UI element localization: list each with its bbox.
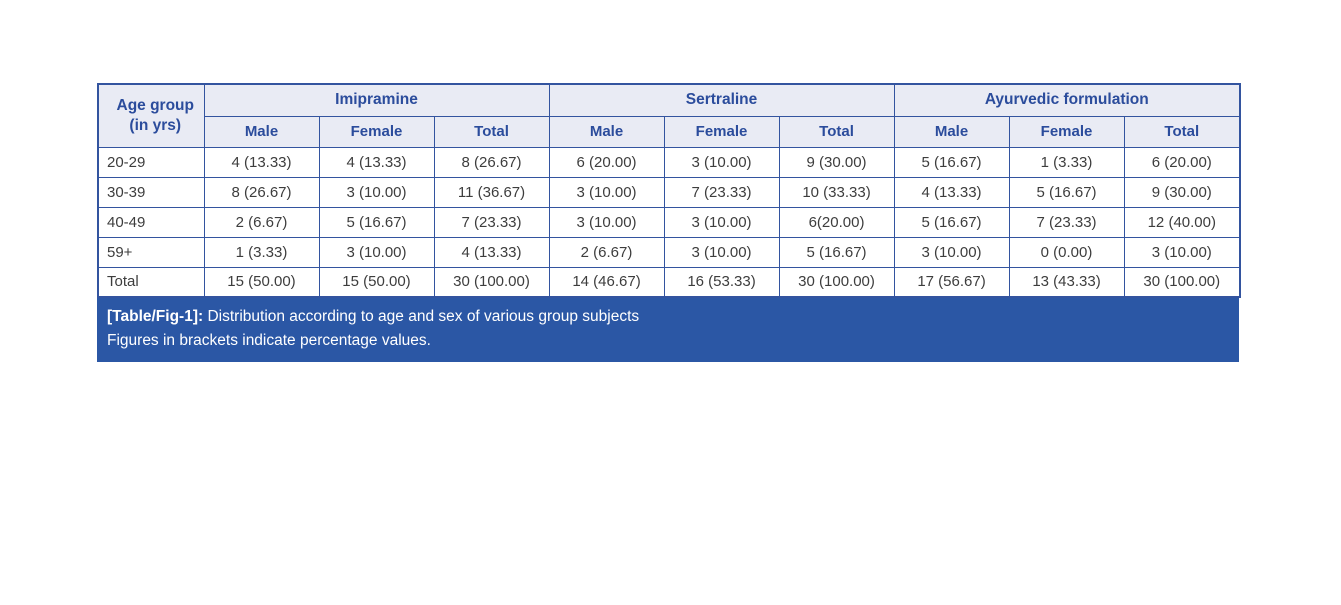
data-cell: 7 (23.33) [1008, 206, 1125, 238]
data-cell: 8 (26.67) [433, 146, 550, 178]
group-header-sertraline: Sertraline [548, 83, 895, 117]
row-label-cell: Total [97, 266, 205, 298]
data-cell: 3 (10.00) [663, 206, 780, 238]
age-group-header-line2: (in yrs) [129, 116, 182, 134]
data-cell: 1 (3.33) [203, 236, 320, 268]
data-cell: 11 (36.67) [433, 176, 550, 208]
data-cell: 4 (13.33) [433, 236, 550, 268]
sub-header-row: Male Female Total Male Female Total Male… [98, 115, 1241, 148]
data-cell: 5 (16.67) [893, 206, 1010, 238]
data-cell: 5 (16.67) [893, 146, 1010, 178]
data-cell: 30 (100.00) [433, 266, 550, 298]
data-cell: 3 (10.00) [548, 206, 665, 238]
row-label-cell: 59+ [97, 236, 205, 268]
caption-line-1: [Table/Fig-1]: Distribution according to… [107, 305, 1229, 329]
data-cell: 13 (43.33) [1008, 266, 1125, 298]
data-cell: 7 (23.33) [433, 206, 550, 238]
data-cell: 5 (16.67) [318, 206, 435, 238]
table-figure: Age group (in yrs) Imipramine Sertraline… [97, 83, 1242, 362]
data-cell: 3 (10.00) [893, 236, 1010, 268]
data-cell: 3 (10.00) [663, 146, 780, 178]
sub-header-male: Male [203, 115, 320, 148]
group-header-ayurvedic: Ayurvedic formulation [893, 83, 1241, 117]
data-cell: 6 (20.00) [1123, 146, 1241, 178]
group-header-row: Age group (in yrs) Imipramine Sertraline… [97, 83, 1241, 148]
caption-text: Distribution according to age and sex of… [207, 308, 640, 325]
data-cell: 3 (10.00) [318, 236, 435, 268]
table-row: 59+ 1 (3.33) 3 (10.00) 4 (13.33) 2 (6.67… [97, 236, 1241, 268]
sub-header-male: Male [548, 115, 665, 148]
data-cell: 15 (50.00) [318, 266, 435, 298]
data-cell: 9 (30.00) [778, 146, 895, 178]
sub-header-male: Male [893, 115, 1010, 148]
group-header-imipramine: Imipramine [203, 83, 550, 117]
data-cell: 7 (23.33) [663, 176, 780, 208]
data-cell: 9 (30.00) [1123, 176, 1241, 208]
data-cell: 4 (13.33) [318, 146, 435, 178]
data-cell: 3 (10.00) [663, 236, 780, 268]
table-row: 20-29 4 (13.33) 4 (13.33) 8 (26.67) 6 (2… [97, 146, 1241, 178]
data-cell: 5 (16.67) [1008, 176, 1125, 208]
data-cell: 12 (40.00) [1123, 206, 1241, 238]
sub-header-total: Total [433, 115, 550, 148]
data-cell: 3 (10.00) [318, 176, 435, 208]
sub-header-total: Total [778, 115, 895, 148]
data-cell: 17 (56.67) [893, 266, 1010, 298]
data-cell: 16 (53.33) [663, 266, 780, 298]
data-cell: 4 (13.33) [893, 176, 1010, 208]
age-group-header: Age group (in yrs) [97, 83, 205, 148]
table-row: 40-49 2 (6.67) 5 (16.67) 7 (23.33) 3 (10… [97, 206, 1241, 238]
sub-header-female: Female [1008, 115, 1125, 148]
sub-header-total: Total [1123, 115, 1241, 148]
data-cell: 6 (20.00) [548, 146, 665, 178]
data-cell: 3 (10.00) [548, 176, 665, 208]
table-row: Total 15 (50.00) 15 (50.00) 30 (100.00) … [97, 266, 1241, 298]
data-cell: 3 (10.00) [1123, 236, 1241, 268]
caption-note: Figures in brackets indicate percentage … [107, 332, 431, 349]
data-cell: 30 (100.00) [1123, 266, 1241, 298]
data-cell: 30 (100.00) [778, 266, 895, 298]
sub-header-female: Female [318, 115, 435, 148]
caption-tag: [Table/Fig-1]: [107, 308, 204, 325]
data-cell: 2 (6.67) [203, 206, 320, 238]
data-cell: 14 (46.67) [548, 266, 665, 298]
row-label-cell: 20-29 [97, 146, 205, 178]
data-cell: 10 (33.33) [778, 176, 895, 208]
data-cell: 8 (26.67) [203, 176, 320, 208]
table-row: 30-39 8 (26.67) 3 (10.00) 11 (36.67) 3 (… [97, 176, 1241, 208]
data-cell: 15 (50.00) [203, 266, 320, 298]
row-label-cell: 30-39 [97, 176, 205, 208]
row-label-cell: 40-49 [97, 206, 205, 238]
data-cell: 2 (6.67) [548, 236, 665, 268]
data-cell: 6(20.00) [778, 206, 895, 238]
data-cell: 1 (3.33) [1008, 146, 1125, 178]
data-cell: 0 (0.00) [1008, 236, 1125, 268]
sub-header-female: Female [663, 115, 780, 148]
distribution-table: Age group (in yrs) Imipramine Sertraline… [97, 83, 1242, 298]
data-cell: 4 (13.33) [203, 146, 320, 178]
table-caption: [Table/Fig-1]: Distribution according to… [97, 298, 1239, 362]
data-cell: 5 (16.67) [778, 236, 895, 268]
age-group-header-line1: Age group [116, 96, 195, 114]
